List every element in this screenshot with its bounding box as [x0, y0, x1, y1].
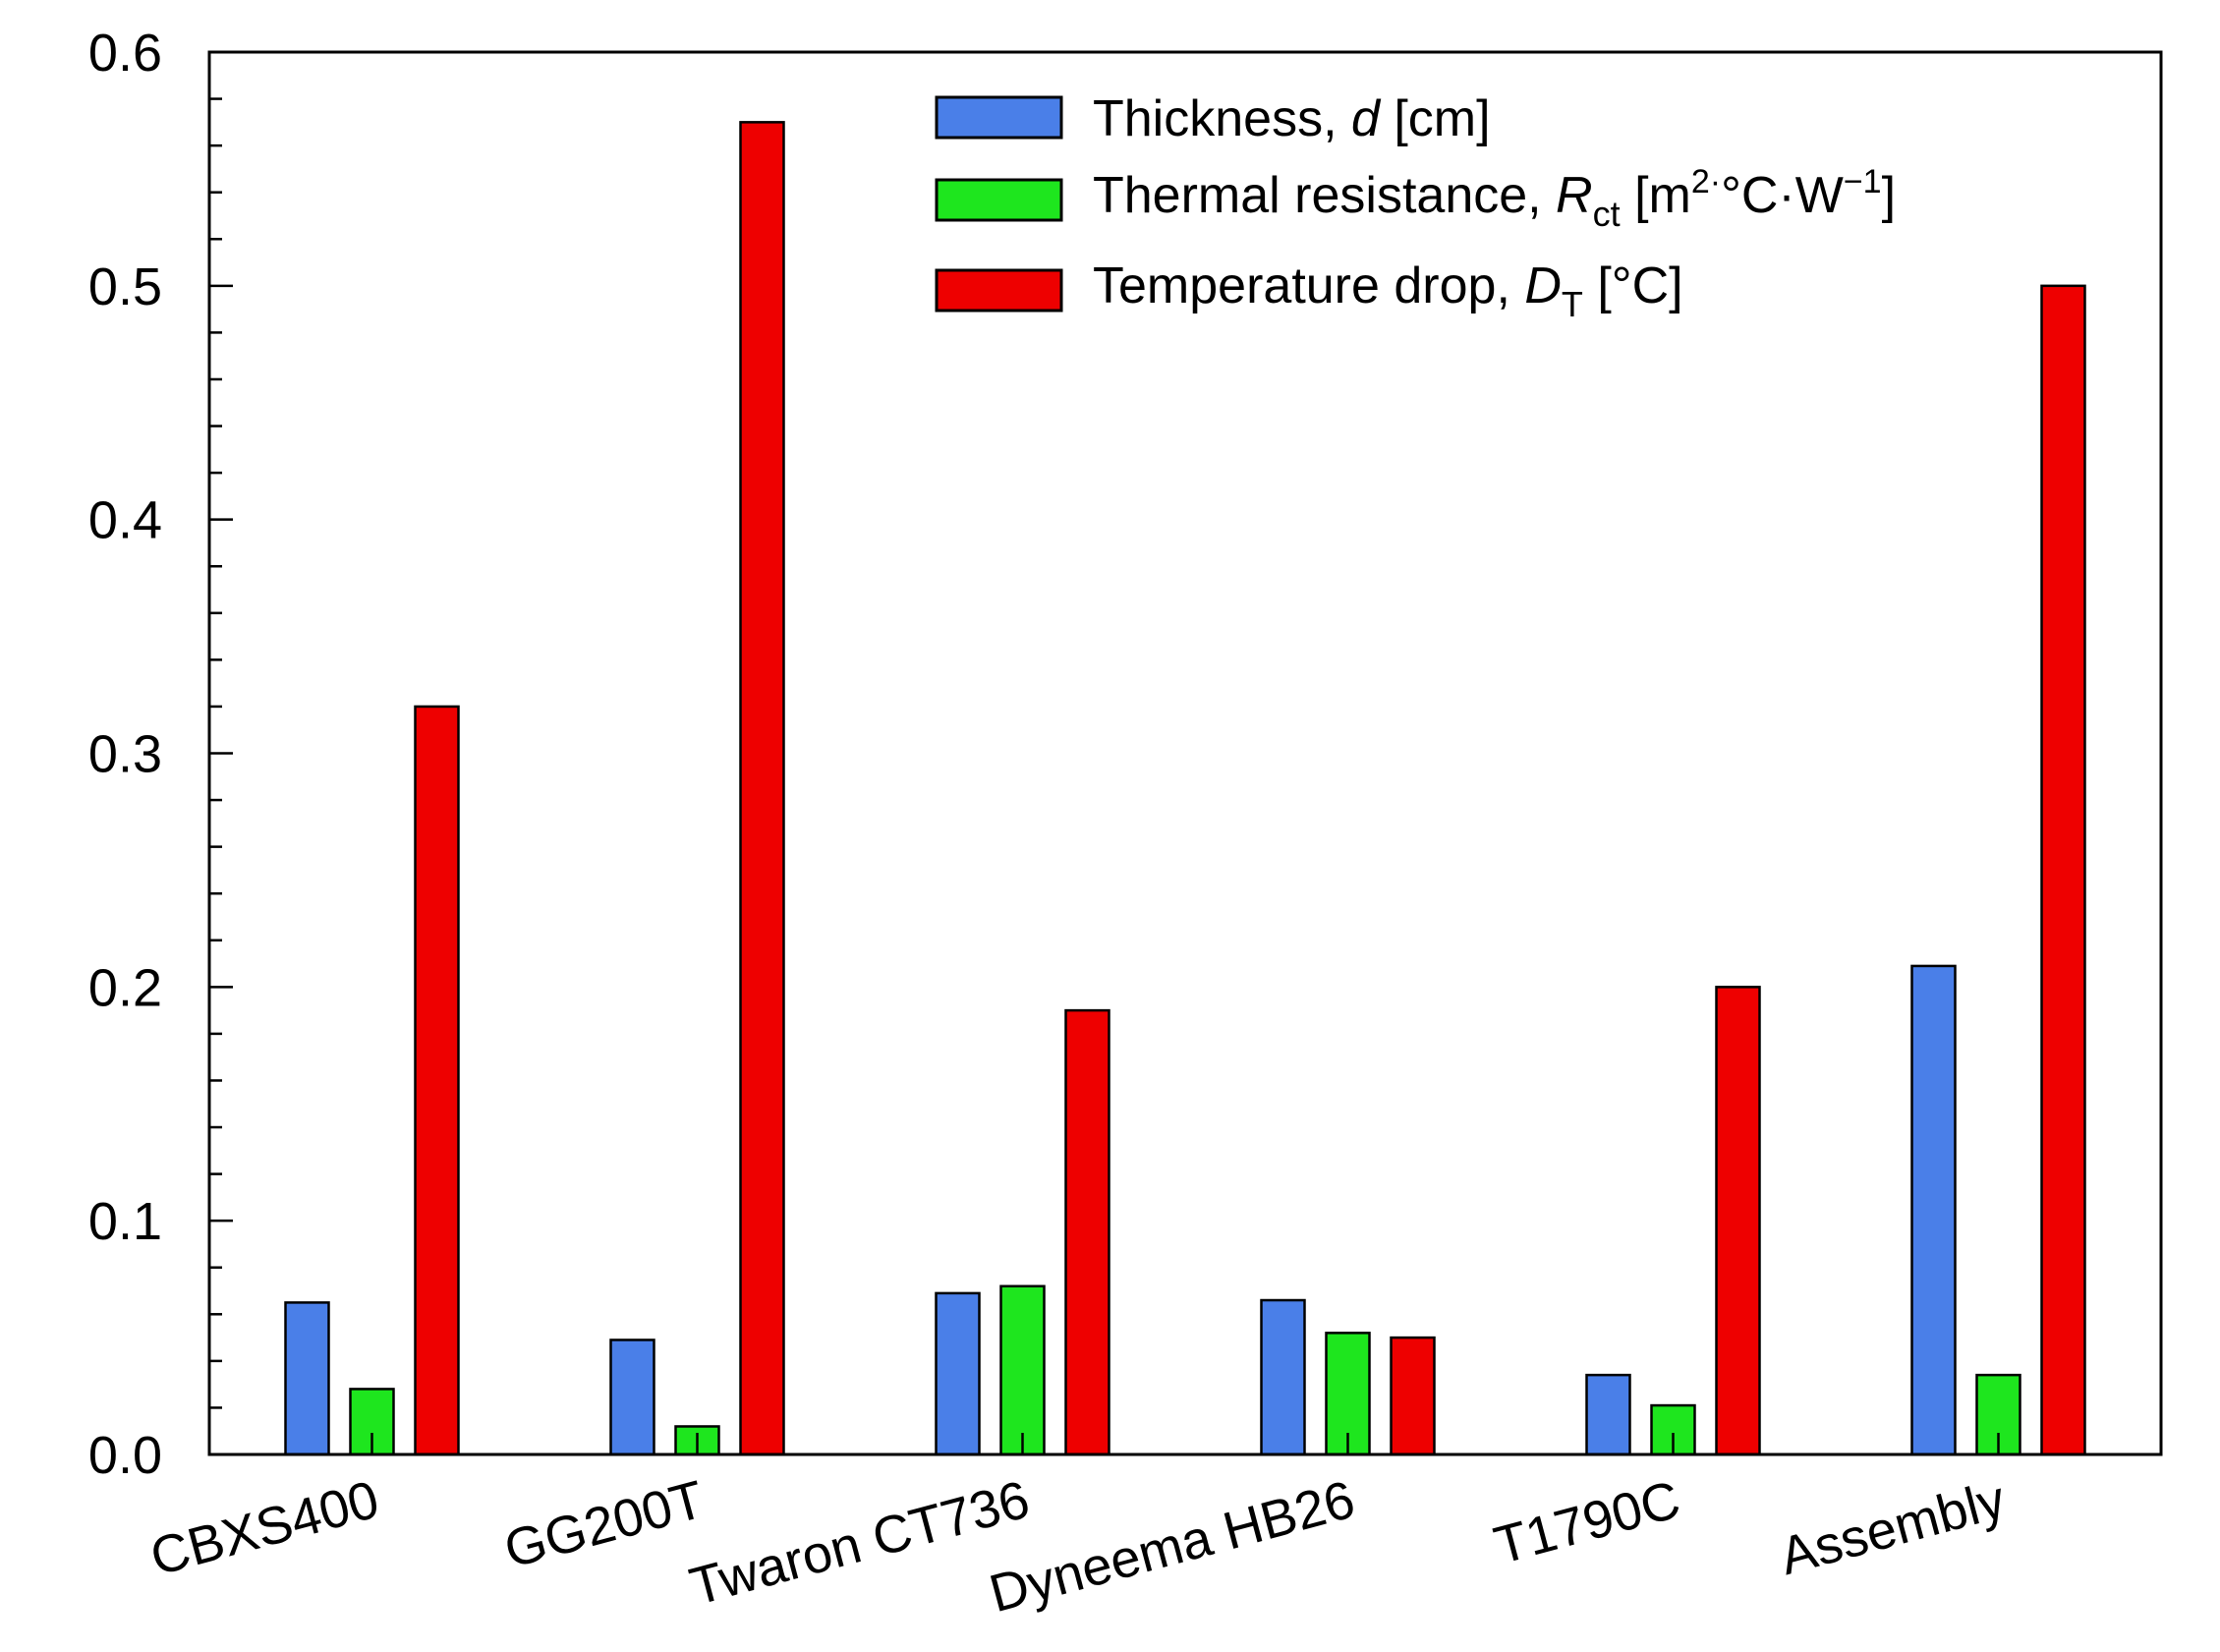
y-tick-label: 0.5 — [88, 257, 162, 316]
x-tick-label: Dyneema HB26 — [984, 1470, 1361, 1624]
x-tick-label: GG200T — [498, 1470, 711, 1580]
bar-thickness-4 — [1585, 1373, 1631, 1456]
y-tick-label: 0.2 — [88, 958, 162, 1017]
legend-item-thermal-resistance: Thermal resistance, Rct [m2·°C·W−1] — [935, 163, 1896, 234]
y-tick-label: 0.1 — [88, 1192, 162, 1251]
bar-thermal-resistance-2 — [999, 1284, 1046, 1456]
y-tick-label: 0.4 — [88, 491, 162, 550]
legend-label-thermal-resistance: Thermal resistance, Rct [m2·°C·W−1] — [1093, 163, 1896, 234]
x-tick-label: Twaron CT736 — [684, 1470, 1036, 1618]
bar-thickness-0 — [284, 1301, 330, 1456]
bar-thickness-5 — [1910, 964, 1957, 1456]
legend-item-temperature-drop: Temperature drop, DT [°C] — [935, 257, 1683, 324]
bar-temperature-drop-5 — [2040, 284, 2086, 1456]
legend: Thickness, d [cm] Thermal resistance, Rc… — [935, 90, 1896, 324]
x-tick-label: T1790C — [1488, 1470, 1685, 1576]
x-tick-label: Assembly — [1774, 1470, 2012, 1587]
bar-temperature-drop-3 — [1390, 1336, 1436, 1456]
bar-thickness-2 — [935, 1291, 981, 1456]
bar-temperature-drop-1 — [739, 121, 785, 1456]
y-axis: 0.0 0.1 0.2 0.3 0.4 0.5 0.6 — [88, 24, 233, 1485]
legend-label-thickness: Thickness, d [cm] — [1093, 90, 1491, 147]
legend-item-thickness: Thickness, d [cm] — [935, 90, 1491, 147]
bar-temperature-drop-2 — [1064, 1008, 1110, 1456]
legend-label-temperature-drop: Temperature drop, DT [°C] — [1093, 257, 1683, 324]
y-tick-label: 0.0 — [88, 1426, 162, 1485]
bars-layer — [284, 121, 2086, 1456]
legend-swatch-thickness — [935, 95, 1063, 140]
x-tick-label: CBXS400 — [144, 1470, 385, 1587]
y-tick-label: 0.3 — [88, 725, 162, 784]
legend-swatch-thermal-resistance — [935, 178, 1063, 222]
bar-temperature-drop-4 — [1715, 986, 1761, 1456]
bar-temperature-drop-0 — [414, 705, 460, 1456]
y-tick-label: 0.6 — [88, 24, 162, 83]
bar-thickness-3 — [1260, 1298, 1306, 1456]
bar-thickness-1 — [609, 1339, 655, 1456]
legend-swatch-temperature-drop — [935, 268, 1063, 313]
